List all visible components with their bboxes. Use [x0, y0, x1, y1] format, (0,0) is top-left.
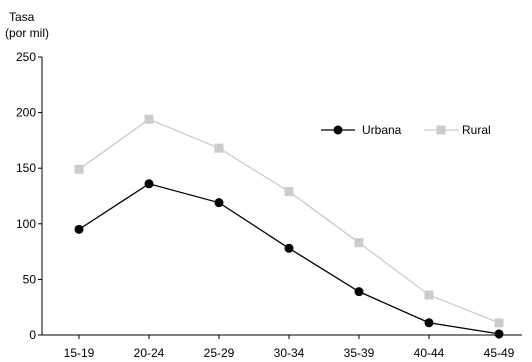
x-tick-label-20-24: 20-24: [134, 346, 165, 360]
legend-marker-urbana: [333, 125, 343, 135]
series-group: [74, 114, 504, 339]
point-urbana-45-49: [494, 329, 504, 339]
legend-label-rural: Rural: [462, 123, 491, 137]
point-urbana-25-29: [214, 198, 224, 208]
legend: Urbana Rural: [321, 123, 491, 137]
point-urbana-30-34: [284, 243, 294, 253]
point-rural-20-24: [144, 114, 154, 124]
y-tick-label-150: 150: [16, 161, 36, 175]
point-urbana-35-39: [354, 287, 364, 297]
axes: [38, 56, 522, 339]
series-line-urbana: [78, 183, 500, 335]
legend-label-urbana: Urbana: [362, 123, 402, 137]
point-urbana-20-24: [144, 179, 154, 189]
x-tick-labels: 15-19 20-24 25-29 30-34 35-39 40-44 45-49: [64, 346, 515, 360]
x-tick-label-35-39: 35-39: [344, 346, 375, 360]
point-urbana-40-44: [424, 318, 434, 328]
point-rural-15-19: [74, 164, 84, 174]
point-rural-25-29: [214, 143, 224, 153]
y-axis-label-line-1: Tasa: [9, 10, 35, 24]
y-tick-label-0: 0: [29, 328, 36, 342]
point-rural-30-34: [284, 187, 294, 197]
x-tick-label-30-34: 30-34: [274, 346, 305, 360]
y-tick-label-100: 100: [16, 217, 36, 231]
legend-marker-rural: [436, 125, 446, 135]
y-tick-labels: 0 50 100 150 200 250: [16, 50, 36, 342]
series-line-rural: [78, 118, 500, 324]
x-tick-label-40-44: 40-44: [414, 346, 445, 360]
y-tick-label-250: 250: [16, 50, 36, 64]
x-tick-label-15-19: 15-19: [64, 346, 95, 360]
point-rural-45-49: [494, 318, 504, 328]
y-tick-label-200: 200: [16, 106, 36, 120]
point-rural-35-39: [354, 238, 364, 248]
x-tick-label-45-49: 45-49: [484, 346, 515, 360]
point-rural-40-44: [424, 290, 434, 300]
point-urbana-15-19: [74, 224, 84, 234]
x-tick-label-25-29: 25-29: [204, 346, 235, 360]
y-tick-label-50: 50: [23, 272, 37, 286]
y-axis-label-line-2: (por mil): [5, 26, 49, 40]
